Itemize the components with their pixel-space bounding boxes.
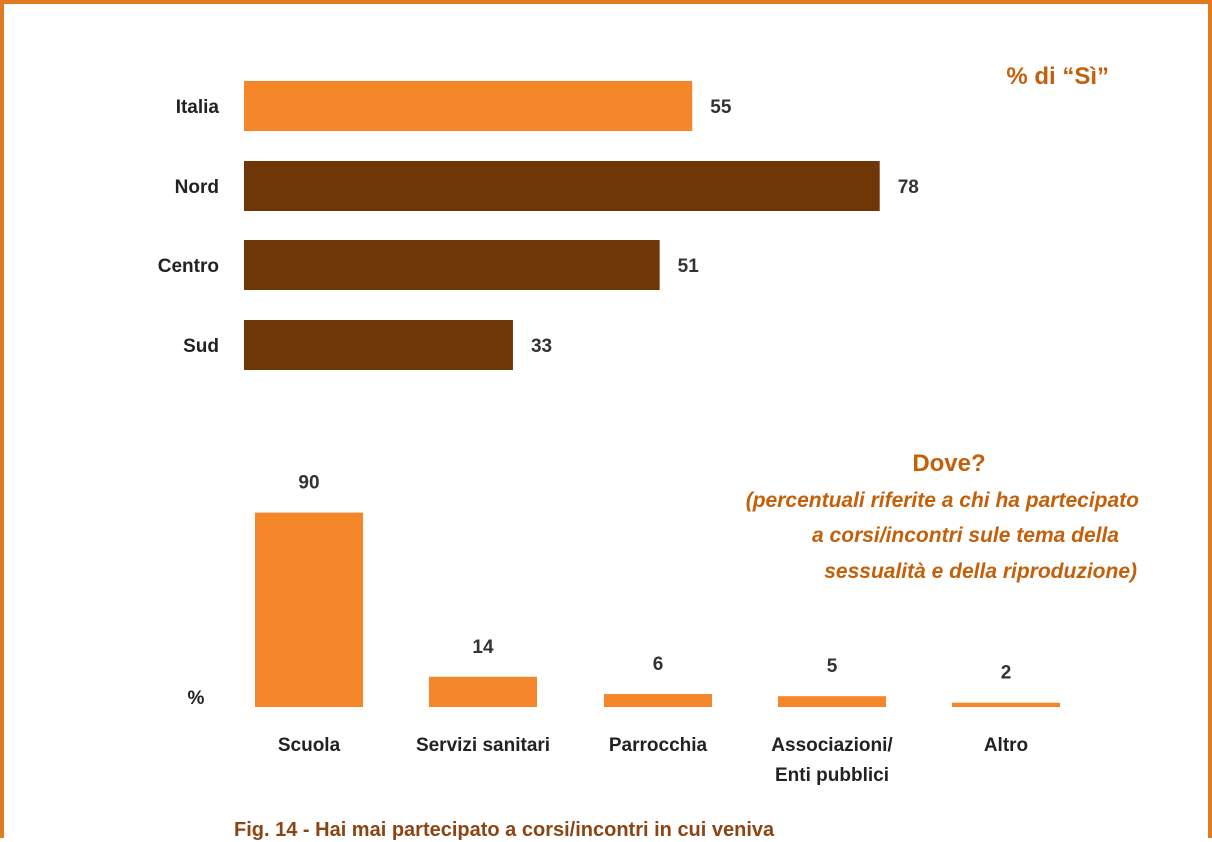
chart-subtitle-line: sessualità e della riproduzione) (824, 560, 1137, 583)
category-label: Altro (984, 735, 1028, 756)
data-label: 2 (1001, 663, 1012, 684)
bar-vertical (778, 696, 886, 707)
data-label: 14 (472, 637, 494, 658)
data-label: 5 (827, 656, 838, 677)
category-label: Enti pubblici (775, 765, 889, 786)
chart-canvas: Italia 55 Nord 78 Centro 51 Sud 33 % di “Sì” 90 Sc… (158, 63, 1139, 786)
data-label: 6 (653, 654, 664, 675)
category-label: Centro (158, 256, 219, 277)
category-label: Servizi sanitari (416, 735, 550, 756)
category-label: Parrocchia (609, 735, 708, 756)
figure-caption: Fig. 14 - Hai mai partecipato a corsi/in… (234, 819, 775, 841)
data-label: 90 (298, 473, 319, 494)
chart-title: Dove? (912, 450, 985, 477)
bar-vertical (255, 512, 363, 707)
data-label: 78 (898, 177, 919, 198)
category-label: Scuola (278, 735, 341, 756)
y-axis-label: % (188, 688, 205, 709)
bar-sud (244, 320, 513, 370)
category-label: Nord (175, 177, 219, 198)
bar-vertical (952, 702, 1060, 707)
bar-vertical (604, 694, 712, 707)
bar-vertical (429, 676, 537, 707)
chart-subtitle-line: (percentuali riferite a chi ha partecipa… (746, 489, 1139, 512)
bar-italia (244, 81, 693, 131)
category-label: Italia (176, 97, 220, 118)
data-label: 51 (678, 256, 700, 277)
bar-nord (244, 161, 880, 211)
category-label: Associazioni/ (771, 735, 893, 756)
data-label: 33 (531, 336, 552, 357)
category-label: Sud (183, 336, 219, 357)
bar-centro (244, 240, 660, 290)
data-label: 55 (710, 97, 732, 118)
chart-subtitle-line: a corsi/incontri sule tema della (812, 524, 1119, 547)
chart-annotation: % di “Sì” (1006, 63, 1109, 90)
